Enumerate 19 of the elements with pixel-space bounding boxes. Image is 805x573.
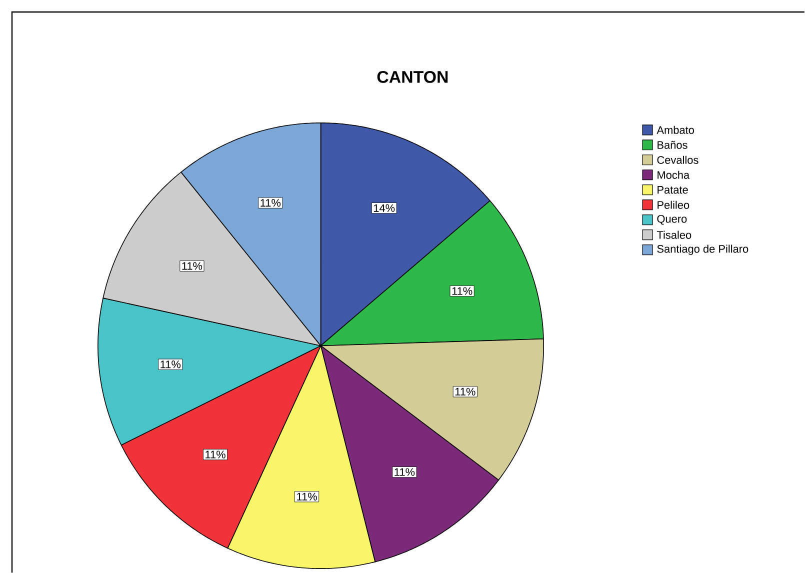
legend-label: Mocha bbox=[658, 170, 690, 179]
data-label: 11% bbox=[160, 360, 181, 368]
legend-label: Baños bbox=[658, 140, 688, 149]
legend-label: Pelileo bbox=[658, 200, 690, 209]
legend-label: Ambato bbox=[656, 126, 694, 134]
data-label: 11% bbox=[206, 450, 226, 458]
legend-label: Cevallos bbox=[657, 156, 698, 164]
chart-title: CANTON bbox=[377, 70, 448, 83]
legend-label: Tisaleo bbox=[656, 230, 692, 239]
data-label: 11% bbox=[297, 492, 317, 500]
data-label: 11% bbox=[394, 468, 415, 476]
legend-label: Quero bbox=[657, 214, 687, 225]
data-label: 11% bbox=[452, 287, 472, 295]
legend-label: Santiago de Pillaro bbox=[657, 244, 748, 255]
legend-label: Patate bbox=[658, 186, 688, 194]
data-label: 11% bbox=[260, 198, 281, 207]
data-label: 14% bbox=[374, 204, 395, 212]
data-label: 11% bbox=[455, 388, 476, 396]
data-label: 11% bbox=[182, 262, 202, 270]
